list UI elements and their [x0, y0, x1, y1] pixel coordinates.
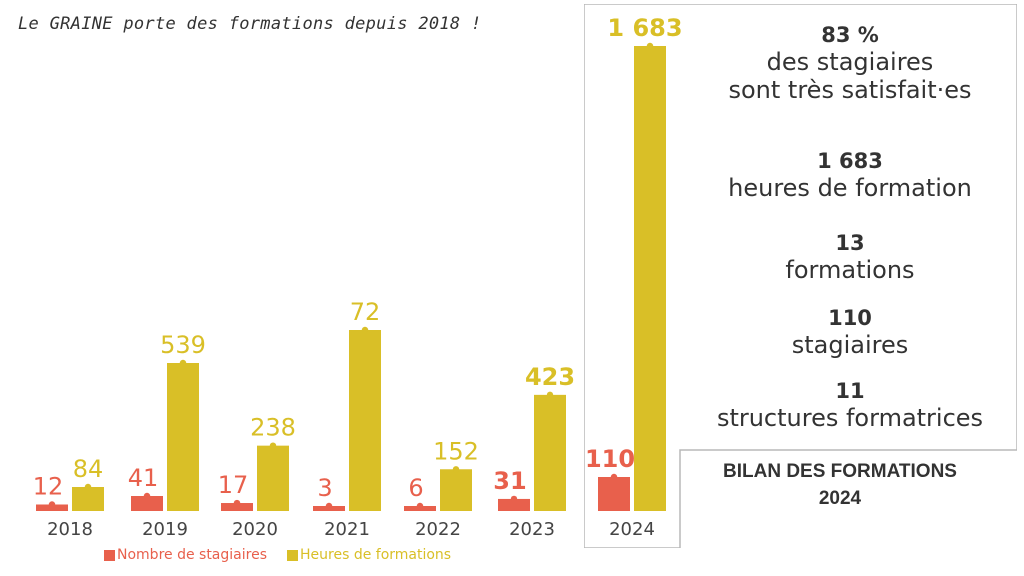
stat-satisfaction-label-line1: des stagiaires	[766, 48, 934, 76]
stat-structures-value: 11	[835, 379, 865, 403]
stat-trainings-label: formations	[785, 256, 915, 284]
label-stagiaires-2022: 6	[408, 474, 423, 502]
marker-stagiaires-2018	[48, 501, 56, 508]
marker-stagiaires-2024	[610, 473, 618, 481]
stat-satisfaction: 83 % des stagiaires sont très satisfait·…	[690, 22, 1010, 104]
bar-stagiaires-2023	[498, 498, 530, 511]
label-heures-2019: 539	[160, 331, 206, 359]
stat-hours-value: 1 683	[817, 149, 883, 173]
bar-heures-2023	[534, 394, 566, 511]
stat-trainings: 13 formations	[690, 230, 1010, 284]
label-stagiaires-2023: 31	[493, 467, 526, 495]
x-tick-2018: 2018	[47, 519, 93, 540]
marker-heures-2022	[452, 466, 460, 473]
label-heures-2018: 84	[73, 455, 104, 483]
x-tick-2020: 2020	[232, 519, 278, 540]
bar-heures-2022	[440, 469, 472, 511]
label-heures-2021: 72	[350, 298, 381, 326]
bar-stagiaires-2019	[131, 496, 163, 511]
label-heures-2022: 152	[433, 437, 479, 465]
legend-item-stagiaires: Nombre de stagiaires	[104, 547, 267, 563]
bar-heures-2019	[167, 363, 199, 511]
marker-heures-2021	[361, 326, 369, 334]
legend-swatch-heures	[287, 549, 298, 561]
marker-stagiaires-2022	[416, 502, 424, 510]
stat-hours: 1 683 heures de formation	[690, 148, 1010, 202]
bilan-title: BILAN DES FORMATIONS 2024	[690, 458, 990, 512]
label-heures-2020: 238	[250, 414, 296, 442]
bilan-title-line1: BILAN DES FORMATIONS	[723, 461, 957, 482]
bar-stagiaires-2018	[36, 504, 68, 511]
bar-heures-2018	[72, 487, 104, 511]
stat-structures-label: structures formatrices	[716, 404, 984, 432]
marker-heures-2020	[269, 442, 277, 449]
stat-satisfaction-label-line2: sont très satisfait·es	[728, 76, 972, 104]
marker-stagiaires-2021	[325, 502, 333, 510]
marker-heures-2018	[84, 483, 92, 491]
bar-heures-2024	[634, 46, 666, 511]
bilan-title-line2: 2024	[818, 488, 862, 509]
label-heures-2023: 423	[525, 363, 575, 391]
legend-item-heures: Heures de formations	[287, 547, 451, 563]
x-tick-2021: 2021	[324, 519, 370, 540]
stat-structures: 11 structures formatrices	[690, 378, 1010, 432]
x-tick-2023: 2023	[509, 519, 555, 540]
stat-trainees: 110 stagiaires	[690, 305, 1010, 359]
chart-legend: Nombre de stagiaires Heures de formation…	[104, 547, 471, 563]
label-stagiaires-2020: 17	[218, 471, 249, 499]
stat-trainings-value: 13	[835, 231, 865, 255]
label-stagiaires-2018: 12	[33, 472, 64, 500]
marker-stagiaires-2020	[233, 499, 241, 507]
stat-trainees-label: stagiaires	[791, 331, 909, 359]
label-stagiaires-2019: 41	[128, 464, 159, 492]
marker-heures-2023	[546, 391, 554, 399]
x-tick-2022: 2022	[415, 519, 461, 540]
chart-tagline: Le GRAINE porte des formations depuis 20…	[18, 14, 482, 34]
marker-stagiaires-2023	[510, 495, 518, 503]
legend-label-heures: Heures de formations	[300, 547, 452, 563]
bar-stagiaires-2020	[221, 503, 253, 511]
marker-heures-2019	[179, 359, 187, 367]
legend-swatch-stagiaires	[104, 549, 115, 561]
bar-stagiaires-2024	[598, 477, 630, 511]
bar-heures-2020	[257, 445, 289, 511]
label-stagiaires-2021: 3	[317, 474, 332, 502]
marker-stagiaires-2019	[143, 492, 151, 500]
stat-hours-label: heures de formation	[728, 174, 972, 202]
x-tick-2024: 2024	[609, 519, 655, 540]
bar-heures-2021	[349, 330, 381, 511]
stat-satisfaction-value: 83 %	[821, 23, 879, 47]
legend-label-stagiaires: Nombre de stagiaires	[117, 547, 267, 563]
stat-trainees-value: 110	[828, 306, 872, 330]
marker-heures-2024	[646, 42, 654, 50]
label-heures-2024: 1 683	[607, 14, 682, 42]
x-tick-2019: 2019	[142, 519, 188, 540]
label-stagiaires-2024: 110	[585, 445, 635, 473]
